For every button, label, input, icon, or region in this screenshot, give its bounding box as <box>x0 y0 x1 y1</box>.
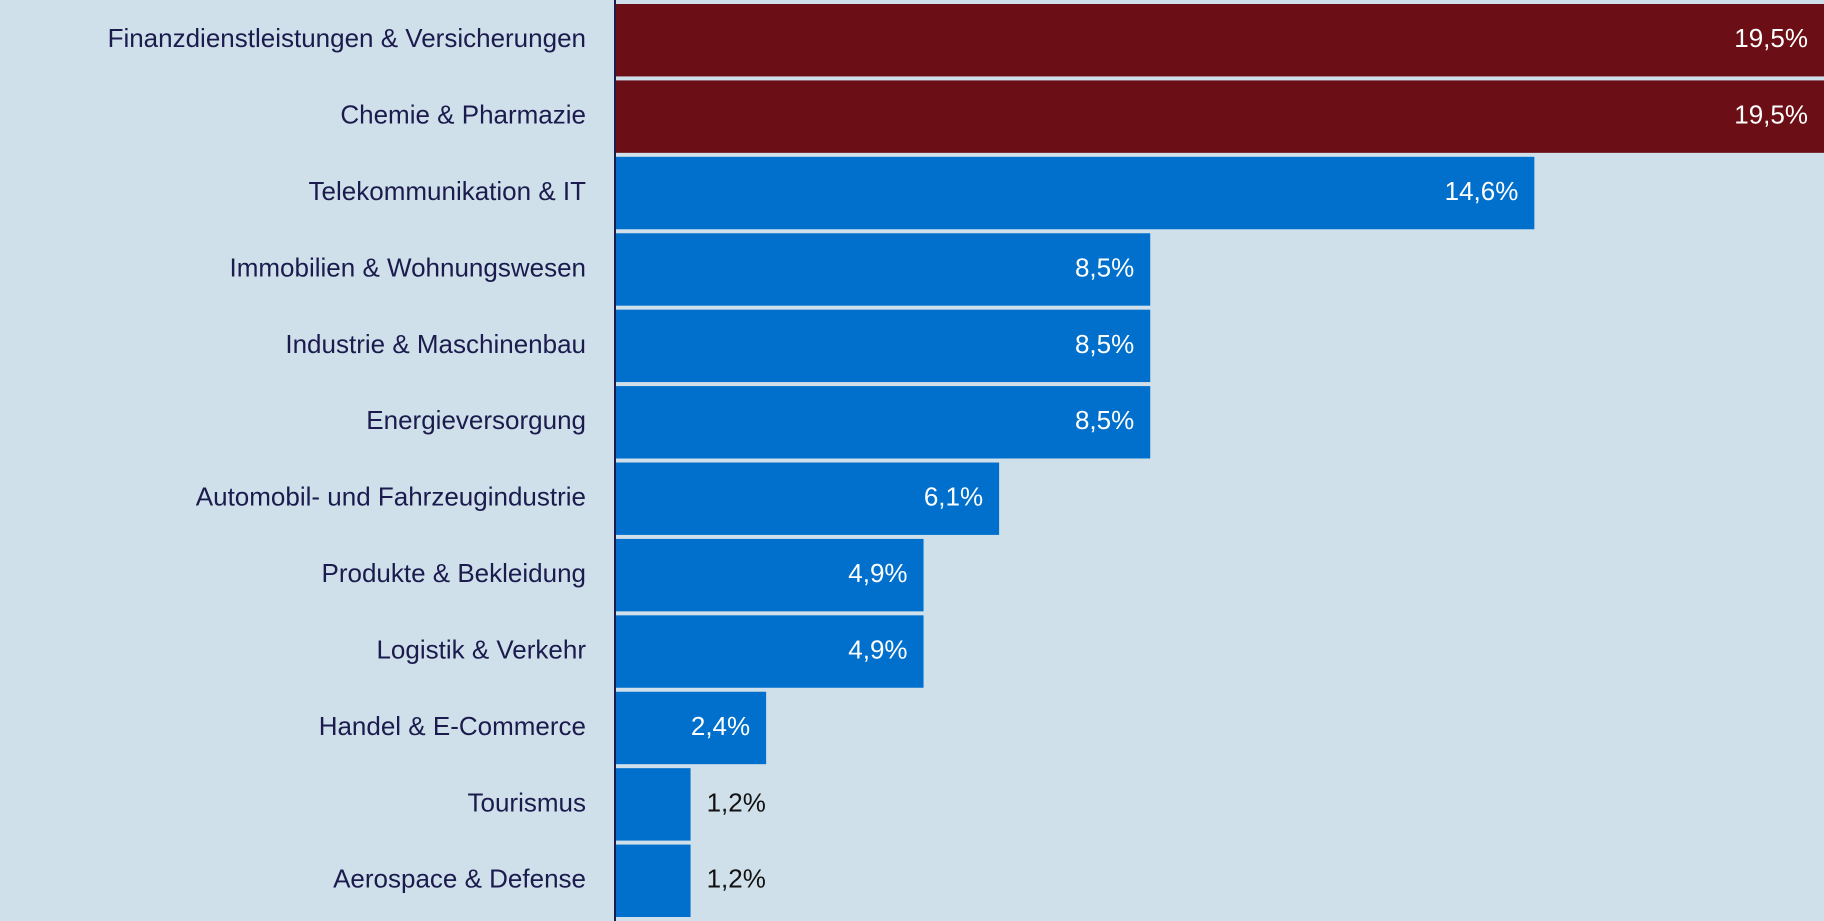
value-label: 4,9% <box>848 558 907 588</box>
bar <box>615 615 924 688</box>
y-tick-label: Logistik & Verkehr <box>376 634 586 664</box>
value-label: 8,5% <box>1075 329 1134 359</box>
value-label: 19,5% <box>1734 23 1808 53</box>
y-tick-label: Chemie & Pharmazie <box>340 100 586 130</box>
y-tick-label: Industrie & Maschinenbau <box>285 329 586 359</box>
y-tick-label: Finanzdienstleistungen & Versicherungen <box>108 23 586 53</box>
y-tick-label: Tourismus <box>468 787 586 817</box>
bar <box>615 538 924 612</box>
value-label: 1,2% <box>707 787 766 817</box>
bar <box>615 386 1151 459</box>
bar <box>615 233 1151 306</box>
bar <box>615 768 691 841</box>
bar <box>615 691 767 765</box>
y-tick-label: Energieversorgung <box>366 405 586 435</box>
y-tick-label: Handel & E-Commerce <box>319 711 586 741</box>
y-tick-label: Produkte & Bekleidung <box>321 558 586 588</box>
y-tick-label: Immobilien & Wohnungswesen <box>230 252 586 282</box>
value-label: 4,9% <box>848 634 907 664</box>
bar <box>615 156 1535 230</box>
y-tick-label: Automobil- und Fahrzeugindustrie <box>196 482 586 512</box>
value-label: 14,6% <box>1445 176 1519 206</box>
bar <box>615 4 1824 77</box>
y-tick-label: Telekommunikation & IT <box>309 176 587 206</box>
bar <box>615 309 1151 383</box>
bar <box>615 462 1000 535</box>
bar <box>615 80 1824 153</box>
value-label: 8,5% <box>1075 405 1134 435</box>
value-label: 2,4% <box>691 711 750 741</box>
value-label: 6,1% <box>924 482 983 512</box>
plot-area <box>615 4 1824 917</box>
value-label: 8,5% <box>1075 252 1134 282</box>
value-label: 19,5% <box>1734 100 1808 130</box>
y-tick-label: Aerospace & Defense <box>333 864 586 894</box>
value-label: 1,2% <box>707 864 766 894</box>
bar <box>615 844 691 917</box>
